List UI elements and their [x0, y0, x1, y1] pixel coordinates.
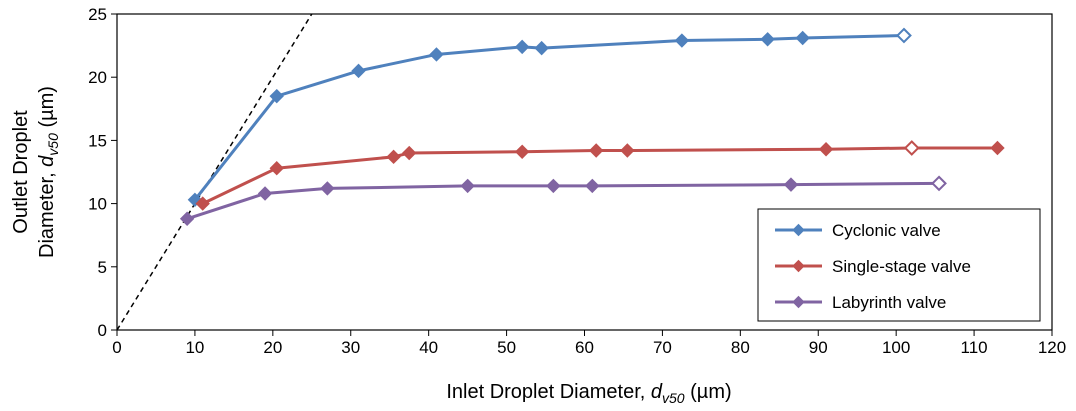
x-tick-label: 110	[961, 338, 988, 357]
x-axis-title-unit: (µm)	[685, 381, 732, 403]
x-tick-label: 80	[731, 338, 750, 357]
x-tick-label: 100	[882, 338, 910, 357]
x-axis-title-subscript: v50	[662, 390, 685, 406]
reference-line-group	[116, 13, 313, 331]
series-line	[193, 33, 904, 201]
data-point	[195, 196, 210, 211]
data-point	[588, 143, 604, 158]
series-cyclonic-valve	[187, 27, 912, 208]
y-axis-ticks: 0 5 10 15 20 25	[88, 5, 117, 340]
x-axis-title: Inlet Droplet Diameter, dv50 (µm)	[446, 381, 731, 406]
y-axis-title-line2: Diameter, dv50 (µm)	[36, 86, 61, 258]
x-tick-label: 60	[575, 338, 594, 357]
x-tick-label: 50	[497, 338, 516, 357]
x-tick-label: 40	[419, 338, 438, 357]
x-tick-label: 120	[1038, 338, 1066, 357]
series-line	[186, 181, 940, 221]
legend-entry: Cyclonic valve	[775, 221, 941, 240]
data-point	[546, 178, 561, 194]
data-point	[783, 177, 799, 192]
data-point	[257, 186, 273, 201]
data-point	[429, 47, 444, 62]
data-point-open	[896, 27, 912, 44]
x-axis-ticks: 0 10 20 30 40 50 60 70 80 90 100 110 120	[112, 330, 1066, 357]
data-point	[514, 144, 530, 159]
legend-swatch-marker	[792, 259, 805, 273]
data-point	[795, 30, 810, 46]
data-point	[620, 143, 635, 158]
x-axis-title-symbol: d	[651, 381, 663, 403]
data-point	[386, 149, 401, 165]
legend-label: Single-stage valve	[832, 257, 971, 276]
data-point	[401, 145, 417, 161]
y-tick-label: 0	[98, 321, 107, 340]
y-axis-title-symbol: d	[36, 155, 58, 167]
data-point-open	[931, 175, 947, 192]
data-point	[269, 88, 284, 104]
data-point	[760, 32, 775, 47]
y-tick-label: 20	[88, 68, 107, 87]
data-point	[187, 192, 203, 208]
series-single-stage-valve	[195, 140, 1005, 211]
x-tick-label: 70	[653, 338, 672, 357]
x-tick-label: 0	[112, 338, 121, 357]
y-tick-label: 10	[88, 195, 107, 214]
data-point	[351, 63, 366, 79]
legend-entry: Labyrinth valve	[775, 293, 946, 312]
x-axis-title-prefix: Inlet Droplet Diameter,	[446, 381, 651, 403]
y-tick-label: 25	[88, 5, 107, 24]
data-point	[674, 33, 690, 48]
x-tick-label: 10	[185, 338, 204, 357]
series-group	[179, 27, 1005, 226]
x-tick-label: 20	[263, 338, 282, 357]
series-line	[202, 146, 998, 205]
x-tick-label: 90	[809, 338, 828, 357]
reference-line	[116, 13, 313, 331]
x-tick-label: 30	[341, 338, 360, 357]
y-axis-title-unit: (µm)	[36, 86, 58, 133]
y-axis-title-prefix: Diameter,	[36, 167, 58, 258]
data-point	[990, 140, 1005, 156]
data-point	[269, 161, 284, 176]
legend-label: Cyclonic valve	[832, 221, 941, 240]
legend: Cyclonic valve Single-stage valve Labyrint…	[757, 208, 1041, 322]
legend-swatch-marker	[792, 295, 805, 309]
data-point	[460, 178, 475, 194]
data-point	[514, 39, 530, 55]
legend-label: Labyrinth valve	[832, 293, 946, 312]
data-point	[818, 142, 834, 157]
data-point	[179, 211, 195, 226]
y-axis-title-line1: Outlet Droplet	[10, 110, 32, 234]
y-tick-label: 5	[98, 258, 107, 277]
y-axis-title-subscript: v50	[45, 133, 61, 156]
legend-swatch-marker	[792, 223, 805, 237]
legend-entry: Single-stage valve	[775, 257, 971, 276]
series-labyrinth-valve	[179, 175, 947, 226]
data-point-open	[903, 140, 920, 156]
y-tick-label: 15	[88, 131, 107, 150]
data-point	[585, 178, 600, 194]
data-point	[320, 181, 335, 196]
data-point	[534, 40, 549, 56]
